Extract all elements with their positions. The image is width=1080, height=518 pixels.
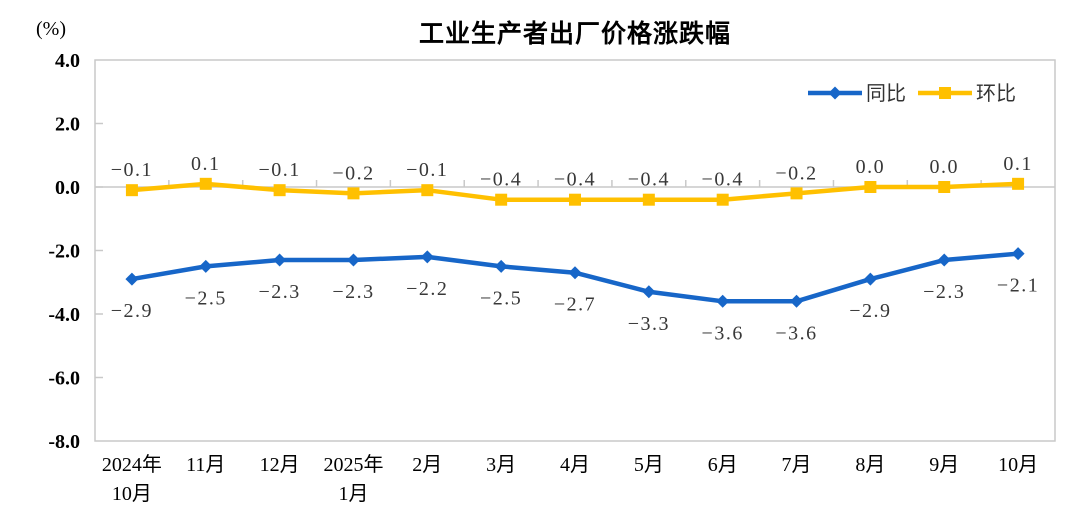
series-marker-环比: [716, 193, 729, 206]
legend-label-环比: 环比: [976, 82, 1016, 105]
x-tick-label: 8月: [855, 454, 885, 476]
legend-marker-环比: [939, 87, 951, 99]
data-label: −2.5: [185, 287, 227, 309]
y-tick-label: -4.0: [48, 304, 80, 326]
chart-title: 工业生产者出厂价格涨跌幅: [418, 20, 731, 48]
data-label: −2.7: [554, 294, 596, 316]
series-marker-环比: [790, 187, 803, 200]
data-label: −0.4: [554, 169, 596, 191]
series-marker-环比: [642, 193, 655, 206]
data-label: −0.2: [775, 162, 817, 184]
series-marker-同比: [716, 294, 730, 308]
y-axis-unit-label: (%): [36, 18, 66, 40]
y-tick-label: -6.0: [48, 368, 80, 390]
series-marker-环比: [273, 184, 286, 197]
series-marker-环比: [569, 193, 581, 206]
data-label: 0.1: [191, 153, 221, 175]
series-marker-环比: [495, 193, 508, 206]
series-marker-同比: [642, 285, 656, 299]
x-tick-label: 10月: [998, 454, 1038, 476]
y-tick-label: -8.0: [48, 431, 80, 453]
y-tick-label: -2.0: [48, 241, 80, 263]
data-label: −2.5: [480, 287, 522, 309]
y-tick-label: 4.0: [55, 50, 80, 72]
legend-marker-同比: [828, 86, 842, 100]
data-label: −3.3: [628, 313, 670, 335]
y-tick-label: 2.0: [55, 114, 80, 136]
data-label: −2.9: [849, 300, 891, 322]
data-label: −2.3: [258, 281, 300, 303]
x-tick-label: 2月: [412, 454, 442, 476]
data-label: −0.1: [406, 159, 448, 181]
data-label: −3.6: [775, 322, 817, 344]
series-marker-环比: [421, 184, 434, 197]
x-tick-label: 10月: [112, 483, 152, 505]
x-tick-label: 1月: [338, 483, 368, 505]
x-tick-label: 11月: [186, 454, 225, 476]
series-marker-环比: [125, 184, 138, 197]
data-label: −0.2: [332, 162, 374, 184]
series-marker-环比: [347, 187, 360, 200]
series-marker-同比: [494, 259, 508, 273]
data-label: −2.9: [111, 300, 153, 322]
series-marker-同比: [125, 272, 139, 286]
data-label: 0.1: [1003, 153, 1033, 175]
series-marker-同比: [420, 250, 434, 264]
x-tick-label: 7月: [782, 454, 812, 476]
series-marker-同比: [568, 266, 582, 280]
series-marker-同比: [1011, 247, 1025, 261]
data-label: −2.3: [332, 281, 374, 303]
x-tick-label: 5月: [634, 454, 664, 476]
series-marker-环比: [199, 177, 212, 190]
x-tick-label: 6月: [708, 454, 738, 476]
legend-label-同比: 同比: [866, 82, 906, 105]
data-label: −2.3: [923, 281, 965, 303]
data-label: 0.0: [856, 156, 886, 178]
series-marker-同比: [346, 253, 360, 267]
data-label: 0.0: [929, 156, 959, 178]
x-tick-label: 9月: [929, 454, 959, 476]
data-label: −2.1: [997, 275, 1039, 297]
series-marker-同比: [863, 272, 877, 286]
x-tick-label: 2025年: [323, 453, 383, 476]
y-tick-label: 0.0: [55, 177, 80, 199]
series-marker-同比: [199, 259, 213, 273]
data-label: −0.4: [702, 169, 744, 191]
data-label: −3.6: [702, 322, 744, 344]
series-marker-环比: [1012, 177, 1025, 190]
x-tick-label: 12月: [260, 454, 300, 476]
plot-border: [94, 59, 1056, 442]
data-label: −0.1: [258, 159, 300, 181]
data-label: −0.4: [628, 169, 670, 191]
x-tick-label: 2024年: [102, 453, 162, 476]
x-tick-label: 3月: [486, 454, 516, 476]
data-label: −0.1: [111, 159, 153, 181]
x-tick-label: 4月: [560, 454, 590, 476]
series-marker-环比: [864, 181, 877, 193]
series-marker-同比: [790, 294, 804, 308]
series-marker-同比: [273, 253, 287, 267]
series-marker-同比: [937, 253, 951, 267]
series-marker-环比: [938, 181, 951, 193]
data-label: −0.4: [480, 169, 522, 191]
data-label: −2.2: [406, 278, 448, 300]
